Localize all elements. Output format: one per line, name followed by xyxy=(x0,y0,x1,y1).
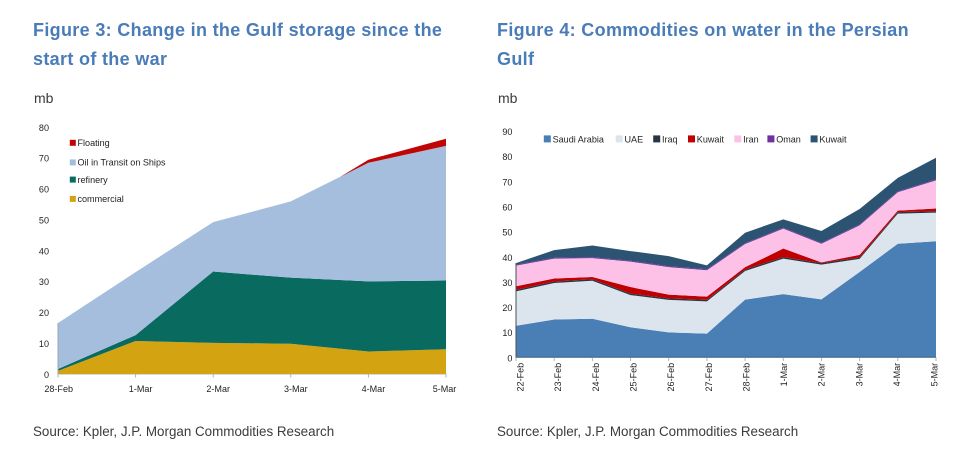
svg-text:1-Mar: 1-Mar xyxy=(779,363,789,387)
svg-text:Kuwait: Kuwait xyxy=(819,134,847,144)
svg-text:30: 30 xyxy=(502,278,512,288)
svg-text:refinery: refinery xyxy=(78,175,109,185)
svg-text:50: 50 xyxy=(39,215,49,225)
svg-text:24-Feb: 24-Feb xyxy=(591,363,601,392)
svg-text:0: 0 xyxy=(507,353,512,363)
svg-text:70: 70 xyxy=(502,177,512,187)
svg-text:5-Mar: 5-Mar xyxy=(433,384,457,394)
svg-text:2-Mar: 2-Mar xyxy=(206,384,230,394)
svg-text:60: 60 xyxy=(39,185,49,195)
svg-text:25-Feb: 25-Feb xyxy=(629,363,639,392)
svg-text:2-Mar: 2-Mar xyxy=(817,363,827,387)
svg-text:Oil in Transit on Ships: Oil in Transit on Ships xyxy=(78,158,166,168)
svg-text:5-Mar: 5-Mar xyxy=(930,363,940,387)
svg-text:20: 20 xyxy=(39,308,49,318)
svg-text:90: 90 xyxy=(502,127,512,137)
svg-text:10: 10 xyxy=(39,339,49,349)
svg-text:30: 30 xyxy=(39,277,49,287)
svg-text:80: 80 xyxy=(39,123,49,133)
svg-text:4-Mar: 4-Mar xyxy=(362,384,386,394)
svg-text:23-Feb: 23-Feb xyxy=(553,363,563,392)
svg-text:26-Feb: 26-Feb xyxy=(666,363,676,392)
svg-text:commercial: commercial xyxy=(78,194,124,204)
svg-text:40: 40 xyxy=(39,246,49,256)
svg-text:Saudi Arabia: Saudi Arabia xyxy=(553,134,605,144)
svg-text:10: 10 xyxy=(502,328,512,338)
svg-text:3-Mar: 3-Mar xyxy=(854,363,864,387)
svg-text:20: 20 xyxy=(502,303,512,313)
svg-text:27-Feb: 27-Feb xyxy=(704,363,714,392)
svg-text:80: 80 xyxy=(502,152,512,162)
svg-text:1-Mar: 1-Mar xyxy=(129,384,153,394)
svg-text:3-Mar: 3-Mar xyxy=(284,384,308,394)
svg-text:60: 60 xyxy=(502,202,512,212)
svg-text:22-Feb: 22-Feb xyxy=(516,363,526,392)
svg-text:50: 50 xyxy=(502,228,512,238)
svg-text:28-Feb: 28-Feb xyxy=(44,384,73,394)
svg-text:UAE: UAE xyxy=(625,134,644,144)
svg-text:70: 70 xyxy=(39,154,49,164)
svg-text:40: 40 xyxy=(502,253,512,263)
svg-text:Iraq: Iraq xyxy=(662,134,678,144)
svg-text:28-Feb: 28-Feb xyxy=(741,363,751,392)
svg-text:Floating: Floating xyxy=(78,138,110,148)
svg-text:Iran: Iran xyxy=(743,134,759,144)
svg-text:4-Mar: 4-Mar xyxy=(892,363,902,387)
svg-text:Oman: Oman xyxy=(776,134,801,144)
svg-text:Kuwait: Kuwait xyxy=(697,134,725,144)
svg-text:0: 0 xyxy=(44,370,49,380)
